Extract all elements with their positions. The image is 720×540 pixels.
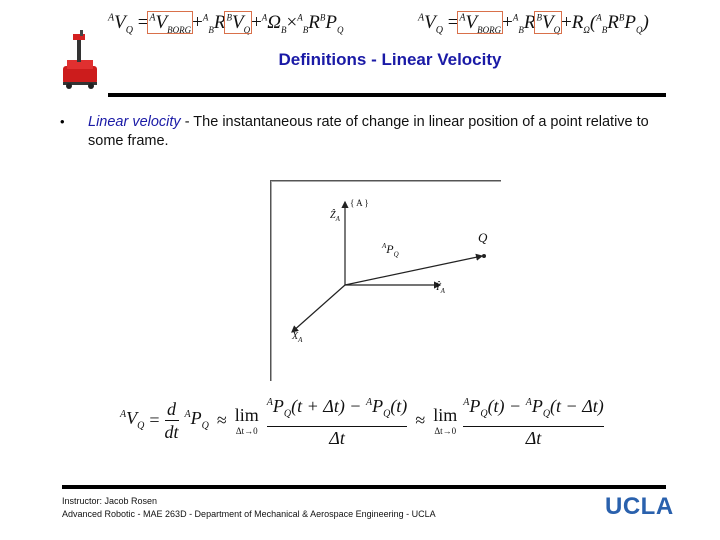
bullet-term: Linear velocity xyxy=(88,114,181,130)
velocity-equation: AVQ = d dt APQ ≈ lim Δt→0 APQ(t + Δt) − … xyxy=(118,392,606,449)
x-axis-label: X̂A xyxy=(292,331,303,344)
d-numerator: d xyxy=(164,398,179,421)
point-q-label: Q xyxy=(478,230,488,245)
frame-figure xyxy=(270,180,501,381)
header-equation-1: AVQ =AVBORG+ABRBVQ+AΩB×ABRBPQ xyxy=(108,11,344,36)
lim-sub-2: Δt→0 xyxy=(434,426,457,437)
bullet-text: Linear velocity - The instantaneous rate… xyxy=(88,113,668,151)
footer-text: Instructor: Jacob Rosen Advanced Robotic… xyxy=(62,495,436,521)
dt-denominator: dt xyxy=(164,421,179,442)
lim-label-1: lim xyxy=(234,405,259,426)
frame-diagram xyxy=(291,200,486,333)
position-vector xyxy=(344,253,484,286)
footer-divider xyxy=(62,485,666,489)
delta-t-den-2: Δt xyxy=(525,427,542,448)
slide-title: Definitions - Linear Velocity xyxy=(278,50,502,69)
robot-icon xyxy=(63,30,97,89)
header-equation-2: AVQ =AVBORG+ABRBVQ+RΩ(ABRBPQ) xyxy=(418,11,649,36)
title-divider xyxy=(108,93,666,97)
point-q-marker xyxy=(482,254,486,258)
vector-label: APQ xyxy=(382,242,399,259)
x-axis xyxy=(291,284,346,333)
bullet-marker: • xyxy=(60,114,65,129)
footer-instructor: Instructor: Jacob Rosen xyxy=(62,496,158,506)
z-axis-label: ẐA xyxy=(330,210,340,223)
frame-label: { A } xyxy=(350,198,369,208)
lim-sub-1: Δt→0 xyxy=(235,426,258,437)
delta-t-den-1: Δt xyxy=(329,427,345,448)
y-axis-label: ŶA xyxy=(435,282,445,295)
bullet-definition: - The instantaneous rate of change in li… xyxy=(88,114,649,149)
lim-label-2: lim xyxy=(433,405,458,426)
footer-course: Advanced Robotic - MAE 263D - Department… xyxy=(62,509,436,519)
ucla-logo: UCLA xyxy=(605,493,674,520)
